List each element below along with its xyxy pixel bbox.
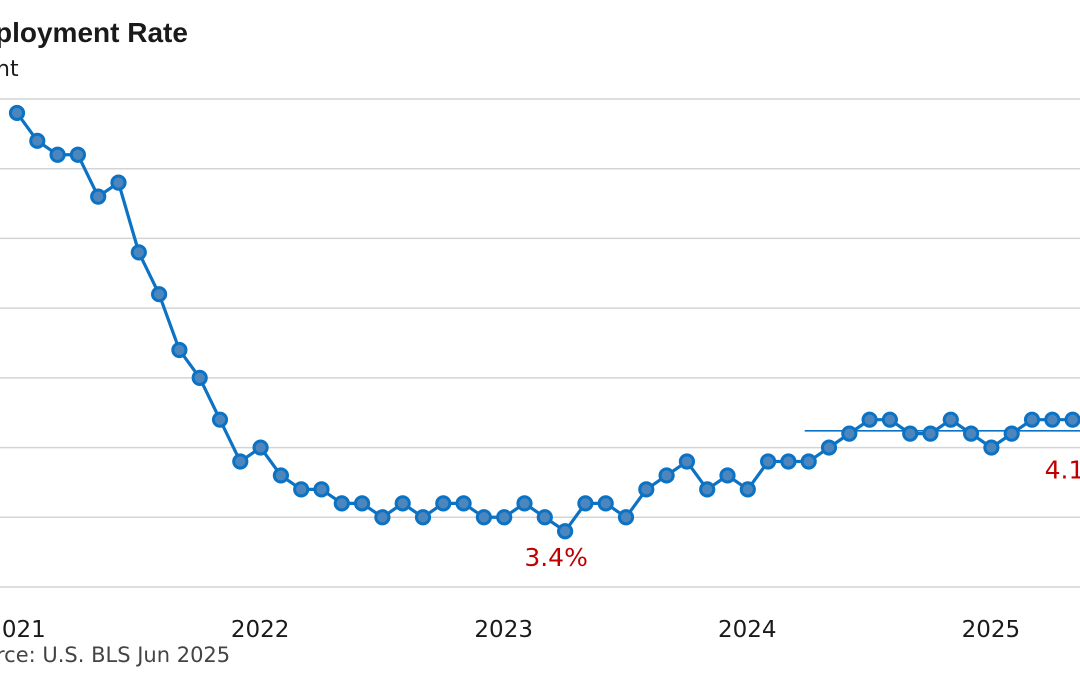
data-point [1044,411,1061,428]
data-point [617,509,635,526]
data-point [151,286,168,303]
data-point [8,104,26,122]
data-point [374,509,391,526]
data-point [942,411,959,428]
data-point [597,495,614,512]
data-point [272,467,289,484]
chart-title: ployment Rate [0,17,188,48]
data-point [820,439,838,456]
x-tick-label: 2025 [962,617,1021,643]
data-point [719,467,736,484]
data-point [963,425,980,442]
data-point [293,481,310,498]
data-point [69,146,87,163]
data-point [49,146,66,163]
data-point [333,495,350,512]
data-point [658,467,675,484]
data-point [699,481,716,498]
data-point [902,425,919,442]
data-point [1064,411,1080,428]
data-point [841,425,858,442]
data-point [29,132,46,149]
x-tick-label: 2024 [718,617,777,643]
data-point [211,411,229,428]
x-tick-label: 2023 [474,617,533,643]
series-line [15,112,1073,533]
data-point [557,523,574,540]
data-point [171,341,188,359]
data-point [638,481,655,498]
data-point [1003,425,1020,442]
data-point [354,495,371,512]
data-point [130,244,147,261]
data-point [252,439,269,456]
data-point [232,453,249,470]
series-polyline [15,112,1073,533]
chart-subtitle: nt [0,57,19,82]
annotations: 3.4% 4.1 [524,456,1080,573]
source-note: rce: U.S. BLS Jun 2025 [0,643,230,667]
data-point [1023,411,1041,428]
x-tick-labels: 2021 2022 2023 2024 2025 [0,617,1020,643]
data-point [414,509,432,526]
x-tick-label: 2021 [0,617,46,643]
x-tick-label: 2022 [231,617,290,643]
data-point [435,495,452,512]
data-point [475,509,492,526]
annotation-label: 3.4% [524,543,588,572]
data-points [8,104,1080,540]
data-point [110,174,127,191]
data-point [496,509,513,526]
data-point [516,495,533,512]
data-point [780,453,797,470]
data-point [922,425,939,442]
gridlines [0,98,1080,588]
data-point [90,188,107,205]
data-point [313,481,330,498]
data-point [455,495,472,512]
data-point [577,495,594,512]
annotation-label: 4.1 [1045,456,1080,485]
data-point [760,453,777,470]
data-point [536,509,553,526]
data-point [800,453,817,470]
data-point [881,411,899,428]
data-point [983,439,1000,456]
data-point [191,369,208,386]
data-point [739,481,756,498]
data-point [861,411,878,428]
data-point [394,495,411,512]
data-point [678,453,696,470]
